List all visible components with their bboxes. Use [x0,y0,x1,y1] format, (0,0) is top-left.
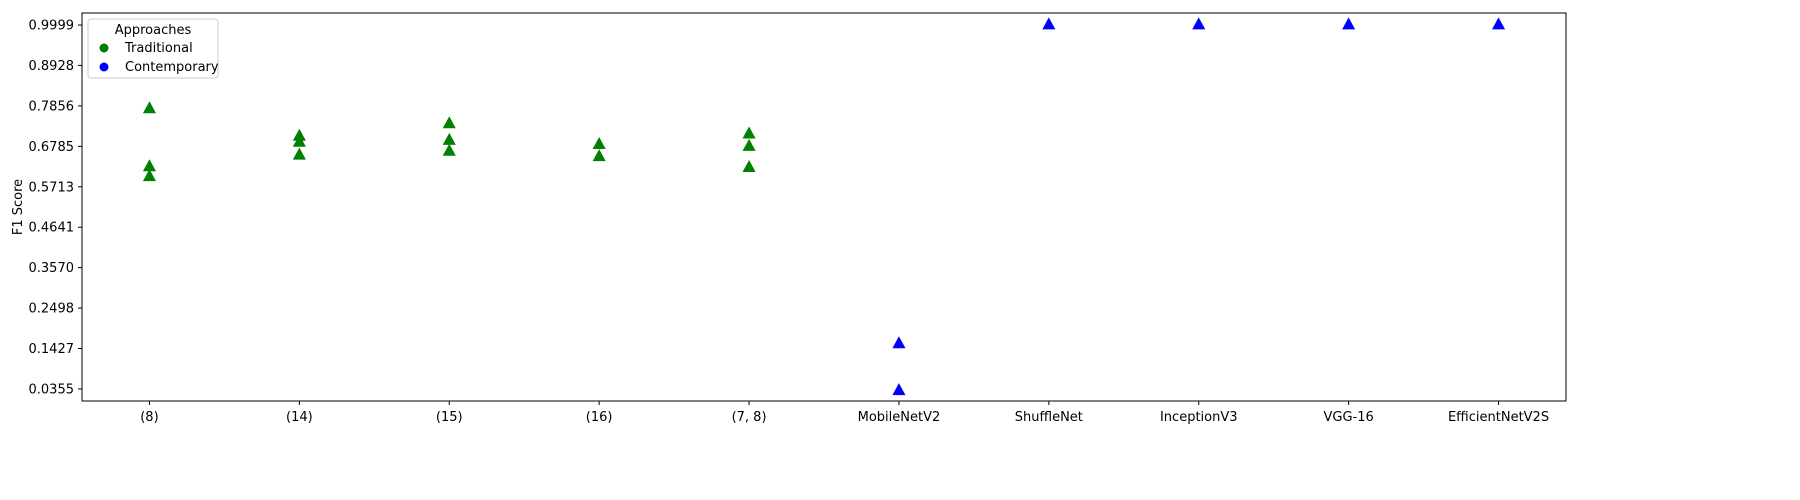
x-tick-label: (8) [140,410,158,425]
data-points [142,17,1506,396]
legend-box [87,18,219,79]
data-point-traditional [742,138,756,151]
x-tick-label: (15) [436,410,463,425]
x-tick-label: VGG-16 [1324,410,1374,425]
y-tick-label: 0.0355 [29,382,75,397]
legend-label-traditional: Traditional [124,41,193,56]
y-tick-label: 0.3570 [29,261,75,276]
data-point-traditional [292,128,306,141]
y-tick-label: 0.5713 [29,180,75,195]
x-tick-label: EfficientNetV2S [1448,410,1549,425]
data-point-contemporary [892,336,906,349]
legend-label-contemporary: Contemporary [125,60,219,75]
data-point-traditional [742,126,756,139]
y-tick-label: 0.2498 [29,302,75,317]
data-point-traditional [442,132,456,145]
data-point-traditional [142,169,156,182]
x-tick-label: (7, 8) [732,410,767,425]
y-axis-title: F1 Score [11,179,26,235]
data-point-traditional [292,147,306,160]
data-point-contemporary [1492,17,1506,30]
y-tick-label: 0.8928 [29,59,75,74]
data-point-contemporary [892,383,906,396]
y-tick-label: 0.9999 [29,19,75,34]
data-point-traditional [442,116,456,129]
data-point-contemporary [1342,17,1356,30]
x-tick-label: ShuffleNet [1015,410,1083,425]
plot-frame [81,12,1567,402]
legend-marker-traditional [99,43,109,53]
y-tick-label: 0.6785 [29,140,75,155]
data-point-contemporary [1042,17,1056,30]
x-axis: (8) (14) (15) (16) (7, 8) MobileNetV2 ShuffleN… [140,401,1549,425]
y-axis: 0.0355 0.1427 0.2498 0.3570 0.4641 0.5713 0.67… [29,19,82,397]
y-tick-label: 0.1427 [29,342,75,357]
x-tick-label: MobileNetV2 [858,410,941,425]
data-point-traditional [592,137,606,149]
x-tick-label: InceptionV3 [1160,410,1238,425]
data-point-traditional [142,159,156,172]
legend-marker-contemporary [99,62,109,72]
legend: Approaches Traditional Contemporary [87,18,219,79]
y-tick-label: 0.4641 [29,221,75,236]
data-point-traditional [442,143,456,156]
x-tick-label: (14) [286,410,313,425]
data-point-contemporary [1192,17,1206,30]
data-point-traditional [292,134,306,147]
y-tick-label: 0.7856 [29,99,75,114]
x-tick-label: (16) [586,410,613,425]
data-point-traditional [142,101,156,114]
data-point-traditional [592,149,606,162]
legend-title: Approaches [115,23,192,38]
data-point-traditional [742,160,756,172]
